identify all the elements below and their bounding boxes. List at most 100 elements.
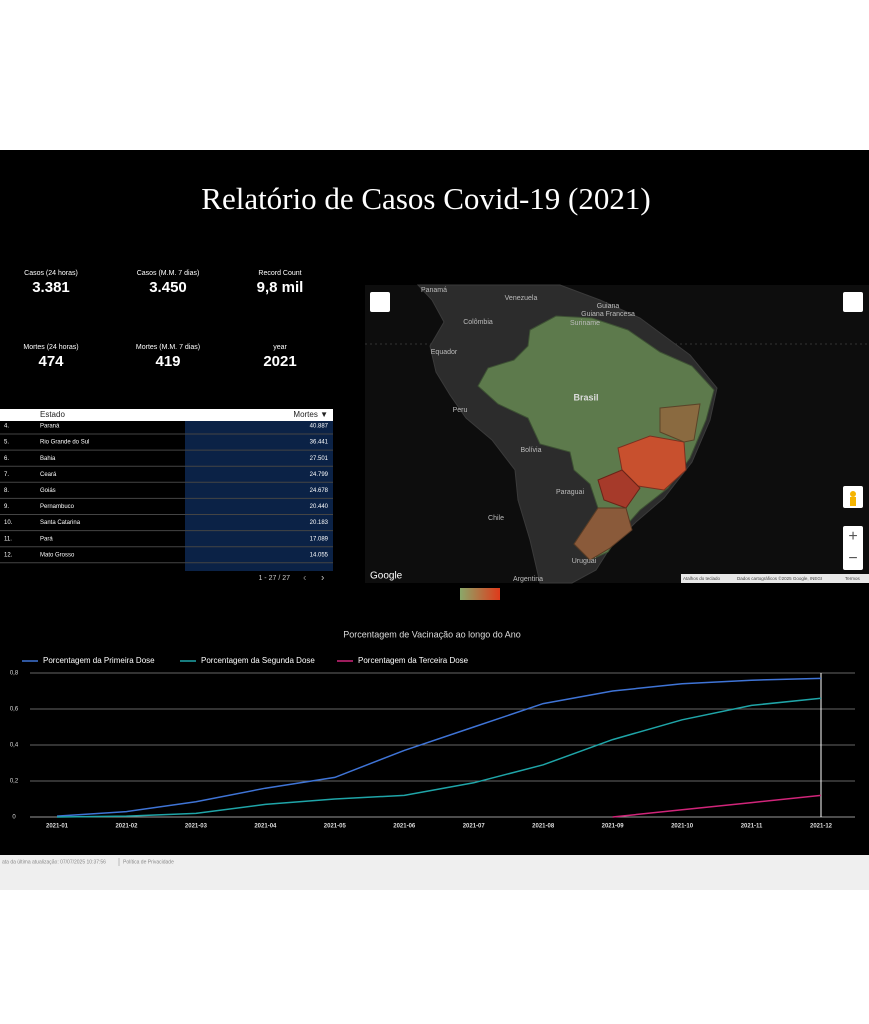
- row-deaths: 24.678: [310, 488, 329, 494]
- row-rank: 11.: [4, 536, 12, 542]
- map-label: Guiana Francesa: [581, 311, 635, 318]
- map-label: Suriname: [570, 320, 600, 327]
- map-label: Venezuela: [505, 295, 538, 302]
- row-deaths: 20.183: [310, 520, 329, 526]
- x-tick-label: 2021-07: [463, 824, 486, 830]
- row-rank: 12.: [4, 552, 13, 558]
- row-state: Ceará: [40, 472, 57, 478]
- kpi-value: 9,8 mil: [257, 279, 304, 296]
- row-deaths: 20.440: [310, 504, 329, 510]
- x-tick-label: 2021-11: [741, 824, 763, 830]
- chart-title: Porcentagem de Vacinação ao longo do Ano: [343, 629, 520, 639]
- footer-bar: [0, 855, 869, 890]
- map-label: Brasil: [573, 392, 598, 402]
- fullscreen-button[interactable]: [843, 292, 863, 312]
- zoom-in[interactable]: +: [848, 528, 857, 545]
- map-legend: [460, 588, 500, 600]
- pagination: 1 - 27 / 27: [258, 575, 290, 582]
- pegman: [850, 497, 856, 506]
- row-deaths: 40.887: [310, 424, 329, 430]
- pegman: [850, 491, 856, 497]
- next-page[interactable]: ›: [321, 573, 324, 584]
- row-state: Goiás: [40, 488, 56, 494]
- map-attribution: Dados cartográficos ©2025 Google, INEGI: [737, 575, 822, 581]
- map-label: Uruguai: [572, 558, 597, 565]
- row-rank: 9.: [4, 504, 9, 510]
- row-deaths: 17.089: [310, 536, 329, 542]
- map-label: Argentina: [513, 576, 543, 583]
- row-rank: 6.: [4, 456, 9, 462]
- map: + −: [365, 284, 869, 600]
- x-tick-label: 2021-08: [532, 824, 555, 830]
- legend-label: Porcentagem da Segunda Dose: [201, 656, 315, 665]
- attribution-bar: [681, 574, 869, 583]
- state-highlight: [573, 507, 633, 561]
- x-tick-label: 2021-12: [810, 824, 833, 830]
- kpi-label: Casos (24 horas): [24, 270, 78, 277]
- map-logo: Google: [370, 571, 403, 582]
- kpi-label: Mortes (M.M. 7 dias): [136, 344, 200, 351]
- column-header[interactable]: Mortes ▼: [293, 410, 328, 419]
- row-state: Santa Catarina: [40, 520, 81, 526]
- row-deaths: 14.055: [310, 552, 329, 558]
- y-tick-label: 0,6: [10, 707, 19, 713]
- kpi-value: 419: [155, 353, 180, 370]
- kpi-value: 3.381: [32, 279, 70, 296]
- last-updated: ata da última atualização: 07/07/2025 10…: [2, 859, 106, 865]
- row-rank: 7.: [4, 472, 9, 478]
- map-label: Guiana: [597, 303, 620, 310]
- x-tick-label: 2021-10: [671, 824, 694, 830]
- y-tick-label: 0: [12, 815, 16, 821]
- row-deaths: 24.799: [310, 472, 329, 478]
- map-label: Panamá: [421, 287, 447, 294]
- prev-page[interactable]: ‹: [303, 573, 306, 584]
- zoom-control[interactable]: [843, 526, 863, 570]
- privacy-link[interactable]: Política de Privacidade: [123, 859, 174, 865]
- map-label: Peru: [453, 407, 468, 414]
- x-tick-label: 2021-01: [46, 824, 69, 830]
- map-label: Equador: [431, 349, 458, 356]
- report-title: Relatório de Casos Covid-19 (2021): [201, 181, 650, 216]
- x-tick-label: 2021-04: [254, 824, 277, 830]
- map-attribution: Termos: [845, 576, 861, 581]
- series-line: [612, 794, 822, 818]
- map-attribution: Atalhos do teclado: [683, 576, 721, 581]
- state-highlight: [597, 469, 641, 509]
- legend-label: Porcentagem da Terceira Dose: [358, 656, 469, 665]
- row-state: Paraná: [40, 424, 60, 430]
- row-rank: 8.: [4, 488, 9, 494]
- row-state: Mato Grosso: [40, 552, 75, 558]
- row-deaths: 27.501: [310, 456, 329, 462]
- row-rank: 4.: [4, 424, 9, 430]
- kpi-value: 2021: [263, 353, 296, 370]
- x-tick-label: 2021-05: [324, 824, 347, 830]
- row-rank: 5.: [4, 440, 9, 446]
- kpi-label: Casos (M.M. 7 dias): [137, 270, 200, 277]
- zoom-out[interactable]: −: [848, 550, 857, 567]
- row-state: Pernambuco: [40, 504, 75, 510]
- row-state: Pará: [40, 536, 53, 542]
- map-label: Paraguai: [556, 489, 584, 496]
- kpi-label: year: [273, 344, 287, 351]
- x-tick-label: 2021-02: [115, 824, 138, 830]
- location-button[interactable]: [370, 292, 390, 312]
- map-label: Chile: [488, 515, 504, 522]
- row-state: Rio Grande do Sul: [40, 440, 89, 446]
- x-tick-label: 2021-09: [602, 824, 625, 830]
- state-highlight: [659, 403, 701, 443]
- row-state: Bahia: [40, 456, 56, 462]
- kpi-label: Record Count: [258, 270, 301, 277]
- row-rank: 10.: [4, 520, 13, 526]
- y-tick-label: 0,4: [10, 743, 19, 749]
- kpi-label: Mortes (24 horas): [23, 344, 78, 351]
- kpi-value: 3.450: [149, 279, 187, 296]
- series-line: [56, 697, 822, 818]
- kpi-value: 474: [38, 353, 64, 370]
- table-header: [0, 409, 333, 421]
- x-tick-label: 2021-06: [393, 824, 416, 830]
- x-tick-label: 2021-03: [185, 824, 208, 830]
- y-tick-label: 0,2: [10, 779, 19, 785]
- row-deaths: 36.441: [310, 440, 329, 446]
- table-bar-column: [185, 421, 333, 571]
